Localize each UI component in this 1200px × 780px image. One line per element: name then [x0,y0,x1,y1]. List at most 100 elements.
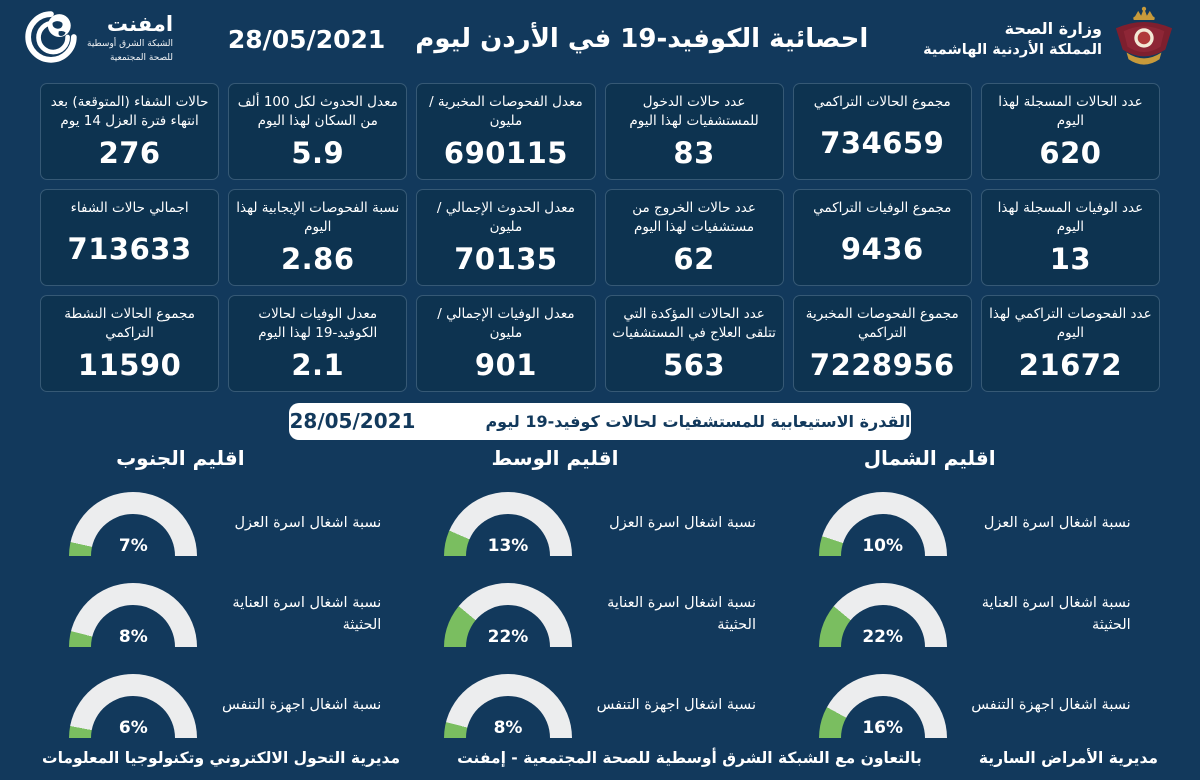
stat-card-label: معدل الوفيات الإجمالي /مليون [437,305,575,342]
logo-subtitle-1: الشبكة الشرق أوسطية [87,38,174,49]
logo-title: امفنت [106,12,174,37]
stat-card-label: عدد الحالات المسجلة لهذا اليوم [998,93,1143,130]
gauge-row: نسبة اشغال اسرة العزل 13% [413,481,788,567]
stat-card-label: عدد الوفيات المسجلة لهذا اليوم [997,199,1144,236]
stat-card: معدل الحدوث لكل 100 ألف من السكان لهذا ا… [228,82,408,180]
stat-card-value: 901 [474,347,537,382]
globe-swirl-icon [24,10,78,68]
stat-card-value: 276 [98,135,161,170]
stat-card-label: عدد حالات الدخول للمستشفيات لهذا اليوم [629,93,759,130]
stat-card-value: 70135 [454,241,558,276]
semicircle-gauge: 22% [444,583,572,647]
gauge-row: نسبة اشغال اسرة العزل 10% [787,481,1162,567]
gauge-percent: 22% [487,627,529,647]
gauge-label: نسبة اشغال اسرة العناية الحثيثة [607,595,756,633]
gauge-label: نسبة اشغال اسرة العزل [983,515,1131,532]
stat-card-label: عدد الحالات المؤكدة التي تتلقى العلاج في… [612,305,776,342]
stat-card-label: معدل الحدوث لكل 100 ألف من السكان لهذا ا… [237,93,398,130]
stat-card-value: 713633 [67,232,192,267]
stat-card: معدل الفحوصات المخبرية /مليون 690115 [416,82,596,180]
stats-grid: عدد الحالات المسجلة لهذا اليوم 620 مجموع ا… [40,82,1160,392]
regions-gauges: اقليم الشمال نسبة اشغال اسرة العزل 10% نسبة… [38,446,1162,749]
gauge-label: نسبة اشغال اجهزة التنفس [596,697,756,714]
stat-card: عدد حالات الخروج من مستشفيات لهذا اليوم 6… [604,188,784,286]
footer-left-credit: مديرية التحول الالكتروني وتكنولوجيا المع… [42,749,401,767]
stat-card-value: 21672 [1018,347,1123,382]
region-title: اقليم الوسط [491,446,619,470]
semicircle-gauge: 13% [444,492,572,556]
gauge-row: نسبة اشغال اسرة العزل 7% [38,481,413,567]
gauge-percent: 16% [862,718,904,738]
region-column: اقليم الوسط نسبة اشغال اسرة العزل 13% نسبة … [413,446,788,749]
ministry-name: وزارة الصحة [1004,19,1102,39]
stat-card-value: 734659 [820,126,945,161]
gauge-label: نسبة اشغال اسرة العزل [609,515,756,532]
page-title: احصائية الكوفيد-19 في الأردن ليوم [415,24,869,55]
region-column: اقليم الجنوب نسبة اشغال اسرة العزل 7% نسبة … [38,446,413,749]
gauge-label: نسبة اشغال اجهزة التنفس [221,697,382,714]
stat-card: حالات الشفاء (المتوقعة) بعد انتهاء فترة … [40,82,220,180]
gauge-row: نسبة اشغال اجهزة التنفس 6% [38,663,413,749]
capacity-banner-label: القدرة الاستيعابية للمستشفيات لحالات كوف… [485,411,911,431]
semicircle-gauge: 16% [818,674,947,738]
stat-card: مجموع الوفيات التراكمي 9436 [792,188,972,286]
ministry-kingdom: المملكة الأردنية الهاشمية [923,42,1102,59]
logo-subtitle-2: للصحة المجتمعية [109,52,174,63]
stat-card: عدد الحالات المؤكدة التي تتلقى العلاج في… [604,294,784,392]
stat-card-label: معدل الوفيات لحالات الكوفيد-19 لهذا اليو… [258,305,378,342]
stat-card-value: 83 [673,135,715,170]
gauge-percent: 6% [118,718,148,738]
footer-center-credit: بالتعاون مع الشبكة الشرق أوسطية للصحة ال… [457,749,922,767]
gauge-row: نسبة اشغال اجهزة التنفس 16% [787,663,1162,749]
region-title: اقليم الجنوب [116,446,245,470]
report-date: 28/05/2021 [227,24,386,54]
capacity-banner-date: 28/05/2021 [289,409,416,434]
semicircle-gauge: 8% [444,674,572,738]
stat-card: عدد الوفيات المسجلة لهذا اليوم 13 [980,188,1160,286]
gauge-percent: 7% [118,536,148,556]
stat-card-value: 62 [673,241,715,276]
semicircle-gauge: 8% [69,583,198,647]
gauge-percent: 22% [862,627,904,647]
gauge-row: نسبة اشغال اسرة العناية الحثيثة 8% [38,572,413,658]
gauge-label: نسبة اشغال اسرة العزل [234,515,382,532]
stat-card-value: 13 [1049,241,1092,276]
stat-card-label: مجموع الحالات النشطة التراكمي [64,305,195,342]
stat-card-value: 563 [663,347,726,382]
stat-card-label: مجموع الحالات التراكمي [813,93,951,110]
semicircle-gauge: 22% [818,583,947,647]
stat-card-value: 7228956 [809,347,955,382]
stat-card: عدد الحالات المسجلة لهذا اليوم 620 [980,82,1160,180]
footer-right-credit: مديرية الأمراض السارية [978,749,1158,767]
stat-card-value: 11590 [77,347,182,382]
stat-card-label: عدد الفحوصات التراكمي لهذا اليوم [989,305,1152,342]
stat-card: معدل الحدوث الإجمالي /مليون 70135 [416,188,596,286]
stat-card: عدد حالات الدخول للمستشفيات لهذا اليوم 83 [604,82,784,180]
jordan-coat-of-arms-icon [1112,6,1176,72]
stat-card-label: معدل الحدوث الإجمالي /مليون [436,199,575,236]
stat-card: نسبة الفحوصات الإيجابية لهذا اليوم 2.86 [228,188,408,286]
gauge-percent: 8% [118,627,148,647]
semicircle-gauge: 10% [818,492,947,556]
stat-card-value: 2.86 [280,241,355,276]
capacity-banner: القدرة الاستيعابية للمستشفيات لحالات كوف… [289,402,911,440]
stat-card-label: عدد حالات الخروج من مستشفيات لهذا اليوم [632,199,756,236]
gauge-row: نسبة اشغال اجهزة التنفس 8% [413,663,788,749]
emphnet-logo: امفنت الشبكة الشرق أوسطية للصحة المجتمعي… [24,10,173,68]
stat-card-label: مجموع الوفيات التراكمي [813,199,952,216]
stat-card-label: مجموع الفحوصات المخبرية التراكمي [805,305,959,342]
stat-card-value: 2.1 [291,347,345,382]
gauge-label: نسبة اشغال اسرة العناية الحثيثة [232,595,382,633]
stat-card: مجموع الحالات النشطة التراكمي 11590 [40,294,220,392]
stat-card: عدد الفحوصات التراكمي لهذا اليوم 21672 [980,294,1160,392]
region-column: اقليم الشمال نسبة اشغال اسرة العزل 10% نسبة… [787,446,1162,749]
stat-card: معدل الوفيات لحالات الكوفيد-19 لهذا اليو… [228,294,408,392]
gauge-row: نسبة اشغال اسرة العناية الحثيثة 22% [413,572,788,658]
page-footer: مديرية الأمراض السارية بالتعاون مع الشبك… [0,749,1200,780]
stat-card-label: حالات الشفاء (المتوقعة) بعد انتهاء فترة … [50,93,209,130]
stat-card: معدل الوفيات الإجمالي /مليون 901 [416,294,596,392]
region-title: اقليم الشمال [863,446,996,470]
stat-card-label: معدل الفحوصات المخبرية /مليون [429,93,583,130]
stat-card: اجمالي حالات الشفاء 713633 [40,188,220,286]
gauge-row: نسبة اشغال اسرة العناية الحثيثة 22% [787,572,1162,658]
